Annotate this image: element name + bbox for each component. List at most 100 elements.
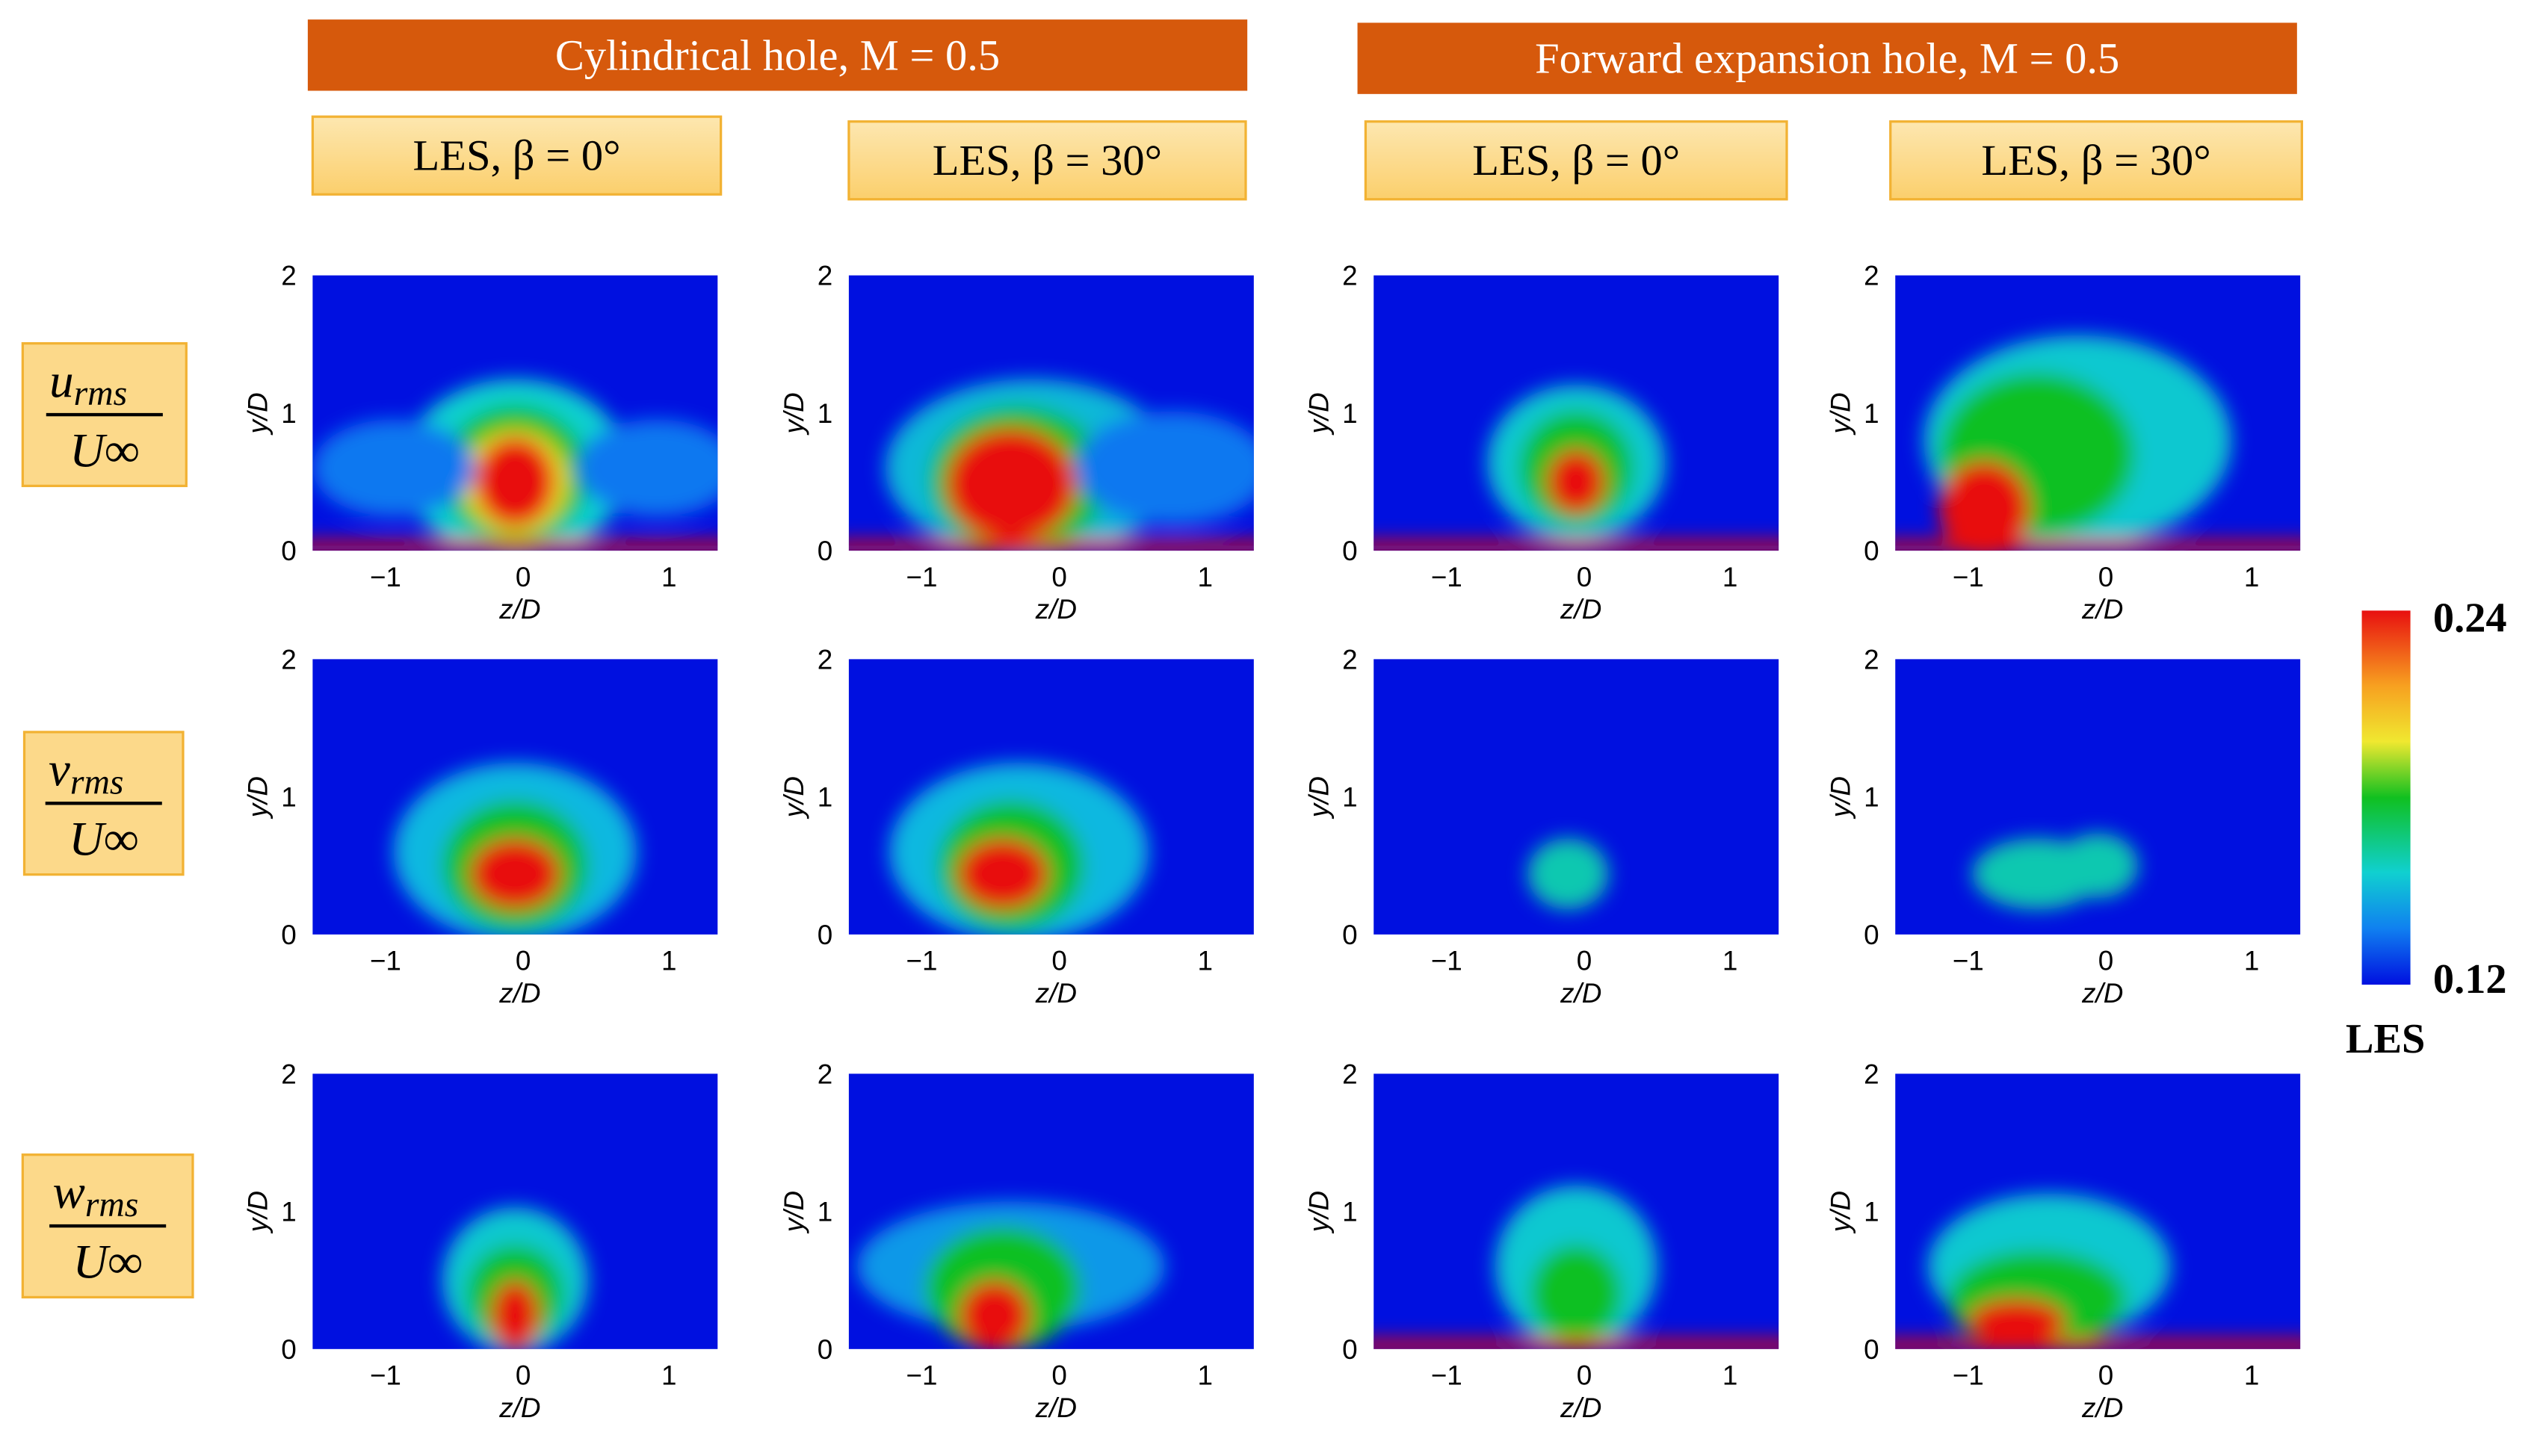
y-tick-label: 0	[818, 1334, 833, 1365]
y-axis-label: y/D	[1304, 776, 1335, 820]
contour-panel: −1 0 1 0 1 2 z/D y/D	[1304, 644, 1779, 1009]
column-label-box	[847, 120, 1247, 201]
contour-field	[1972, 833, 2139, 910]
contour-blob	[2057, 833, 2139, 899]
x-tick-label: 1	[1198, 946, 1214, 976]
contour-field	[848, 379, 1254, 551]
y-tick-label: 0	[818, 920, 833, 950]
x-tick-label: −1	[1431, 946, 1462, 976]
contour-field	[856, 1201, 1165, 1349]
contour-field	[1373, 1185, 1779, 1349]
x-axis-label: z/D	[1560, 1393, 1601, 1423]
colorbar-max: 0.24	[2433, 595, 2507, 642]
x-tick-label: −1	[1953, 562, 1984, 592]
x-axis-label: z/D	[498, 1393, 540, 1423]
y-tick-label: 2	[1342, 644, 1358, 675]
y-tick-label: 0	[1342, 536, 1358, 566]
x-tick-label: 1	[2244, 1360, 2260, 1391]
contour-panel: −1 0 1 0 1 2 z/D y/D	[1826, 261, 2301, 625]
column-label: LES, β = 30°	[933, 136, 1162, 185]
contour-blob	[469, 838, 561, 910]
numerator: v	[49, 743, 70, 796]
wall-layer	[1373, 1339, 1779, 1349]
y-tick-label: 2	[1864, 261, 1879, 291]
x-tick-label: 1	[1722, 946, 1738, 976]
y-axis-label: y/D	[1304, 1191, 1335, 1234]
x-tick-label: 0	[2098, 562, 2114, 592]
x-axis-label: z/D	[1035, 978, 1077, 1009]
contour-blob	[1968, 1298, 2065, 1345]
column-label: LES, β = 0°	[1472, 136, 1680, 185]
x-tick-label: −1	[1431, 562, 1462, 592]
y-tick-label: 2	[1864, 644, 1879, 675]
x-axis-label: z/D	[1560, 594, 1601, 625]
y-tick-label: 0	[1342, 1334, 1358, 1365]
y-tick-label: 2	[1342, 261, 1358, 291]
x-tick-label: 1	[1198, 562, 1214, 592]
x-tick-label: −1	[906, 946, 937, 976]
contour-panel: −1 0 1 0 1 2 z/D y/D	[779, 644, 1254, 1009]
column-label-box	[311, 115, 723, 196]
y-tick-label: 1	[1342, 398, 1358, 429]
colorbar-min: 0.12	[2433, 956, 2507, 1003]
contour-blob	[475, 436, 556, 527]
y-tick-label: 2	[281, 644, 297, 675]
wall-layer	[1895, 1339, 2301, 1349]
y-axis-label: y/D	[779, 392, 809, 436]
contour-blob	[1075, 411, 1254, 525]
contour-blob	[945, 427, 1076, 542]
y-tick-label: 0	[818, 536, 833, 566]
wall-layer	[312, 541, 718, 551]
y-axis-label: y/D	[1304, 392, 1335, 436]
contour-blob	[959, 1280, 1030, 1349]
y-tick-label: 2	[818, 644, 833, 675]
x-tick-label: 1	[661, 562, 677, 592]
y-axis-label: y/D	[243, 392, 274, 436]
y-tick-label: 0	[1864, 1334, 1879, 1365]
contour-blob	[575, 419, 718, 517]
y-tick-label: 2	[281, 261, 297, 291]
x-tick-label: −1	[906, 1360, 937, 1391]
y-axis-label: y/D	[243, 1191, 274, 1234]
y-axis-label: y/D	[779, 1191, 809, 1234]
x-tick-label: −1	[1431, 1360, 1462, 1391]
contour-panel: −1 0 1 0 1 2 z/D y/D	[1304, 1059, 1779, 1423]
y-tick-label: 1	[818, 1197, 833, 1227]
row-denominator: U∞	[69, 813, 138, 867]
contour-blob	[312, 419, 475, 517]
y-tick-label: 0	[1342, 920, 1358, 950]
contour-panel: −1 0 1 0 1 2 z/D y/D	[1304, 261, 1779, 625]
y-tick-label: 1	[281, 1197, 297, 1227]
subscript: rms	[74, 374, 128, 413]
numerator: w	[52, 1165, 84, 1219]
y-axis-label: y/D	[243, 776, 274, 820]
x-axis-label: z/D	[498, 978, 540, 1009]
contour-field	[1895, 335, 2301, 551]
x-tick-label: 1	[661, 946, 677, 976]
x-tick-label: 0	[516, 1360, 531, 1391]
x-tick-label: −1	[906, 562, 937, 592]
row-numerator: wrms	[52, 1165, 138, 1224]
row-numerator: vrms	[49, 743, 123, 802]
y-tick-label: 1	[281, 398, 297, 429]
contour-field	[312, 379, 718, 551]
y-tick-label: 2	[281, 1059, 297, 1089]
y-tick-label: 1	[1342, 1197, 1358, 1227]
colorbar-label: LES	[2346, 1016, 2426, 1062]
column-label-box	[1889, 120, 2303, 201]
column-label: LES, β = 0°	[413, 131, 621, 180]
y-tick-label: 1	[818, 782, 833, 813]
group-title: Forward expansion hole, M = 0.5	[1535, 34, 2119, 83]
y-tick-label: 0	[1864, 536, 1879, 566]
y-tick-label: 1	[1864, 398, 1879, 429]
column-label-box	[1364, 120, 1788, 201]
wall-layer	[1373, 541, 1779, 551]
y-tick-label: 0	[281, 536, 297, 566]
x-tick-label: 1	[1722, 562, 1738, 592]
contour-panel: −1 0 1 0 1 2 z/D y/D	[243, 261, 718, 625]
contour-field	[1373, 385, 1779, 551]
wall-layer	[848, 541, 1254, 551]
contour-blob	[957, 838, 1048, 910]
y-tick-label: 1	[818, 398, 833, 429]
x-tick-label: −1	[370, 1360, 401, 1391]
